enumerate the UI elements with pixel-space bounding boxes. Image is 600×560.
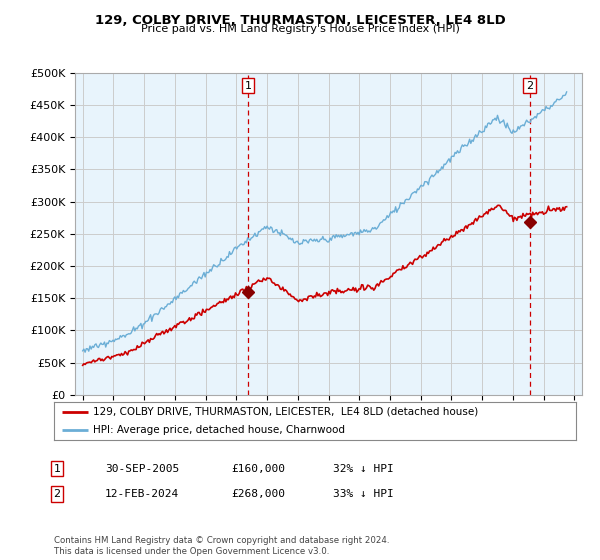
Text: Contains HM Land Registry data © Crown copyright and database right 2024.
This d: Contains HM Land Registry data © Crown c… [54, 536, 389, 556]
Text: £160,000: £160,000 [231, 464, 285, 474]
Text: 129, COLBY DRIVE, THURMASTON, LEICESTER, LE4 8LD: 129, COLBY DRIVE, THURMASTON, LEICESTER,… [95, 14, 505, 27]
Text: HPI: Average price, detached house, Charnwood: HPI: Average price, detached house, Char… [93, 425, 345, 435]
Text: 33% ↓ HPI: 33% ↓ HPI [333, 489, 394, 499]
Text: 129, COLBY DRIVE, THURMASTON, LEICESTER,  LE4 8LD (detached house): 129, COLBY DRIVE, THURMASTON, LEICESTER,… [93, 407, 478, 417]
Text: 32% ↓ HPI: 32% ↓ HPI [333, 464, 394, 474]
Text: 1: 1 [53, 464, 61, 474]
Text: 2: 2 [526, 81, 533, 91]
Text: 30-SEP-2005: 30-SEP-2005 [105, 464, 179, 474]
Text: Price paid vs. HM Land Registry's House Price Index (HPI): Price paid vs. HM Land Registry's House … [140, 24, 460, 34]
Text: 2: 2 [53, 489, 61, 499]
Text: 1: 1 [244, 81, 251, 91]
Text: £268,000: £268,000 [231, 489, 285, 499]
Text: 12-FEB-2024: 12-FEB-2024 [105, 489, 179, 499]
